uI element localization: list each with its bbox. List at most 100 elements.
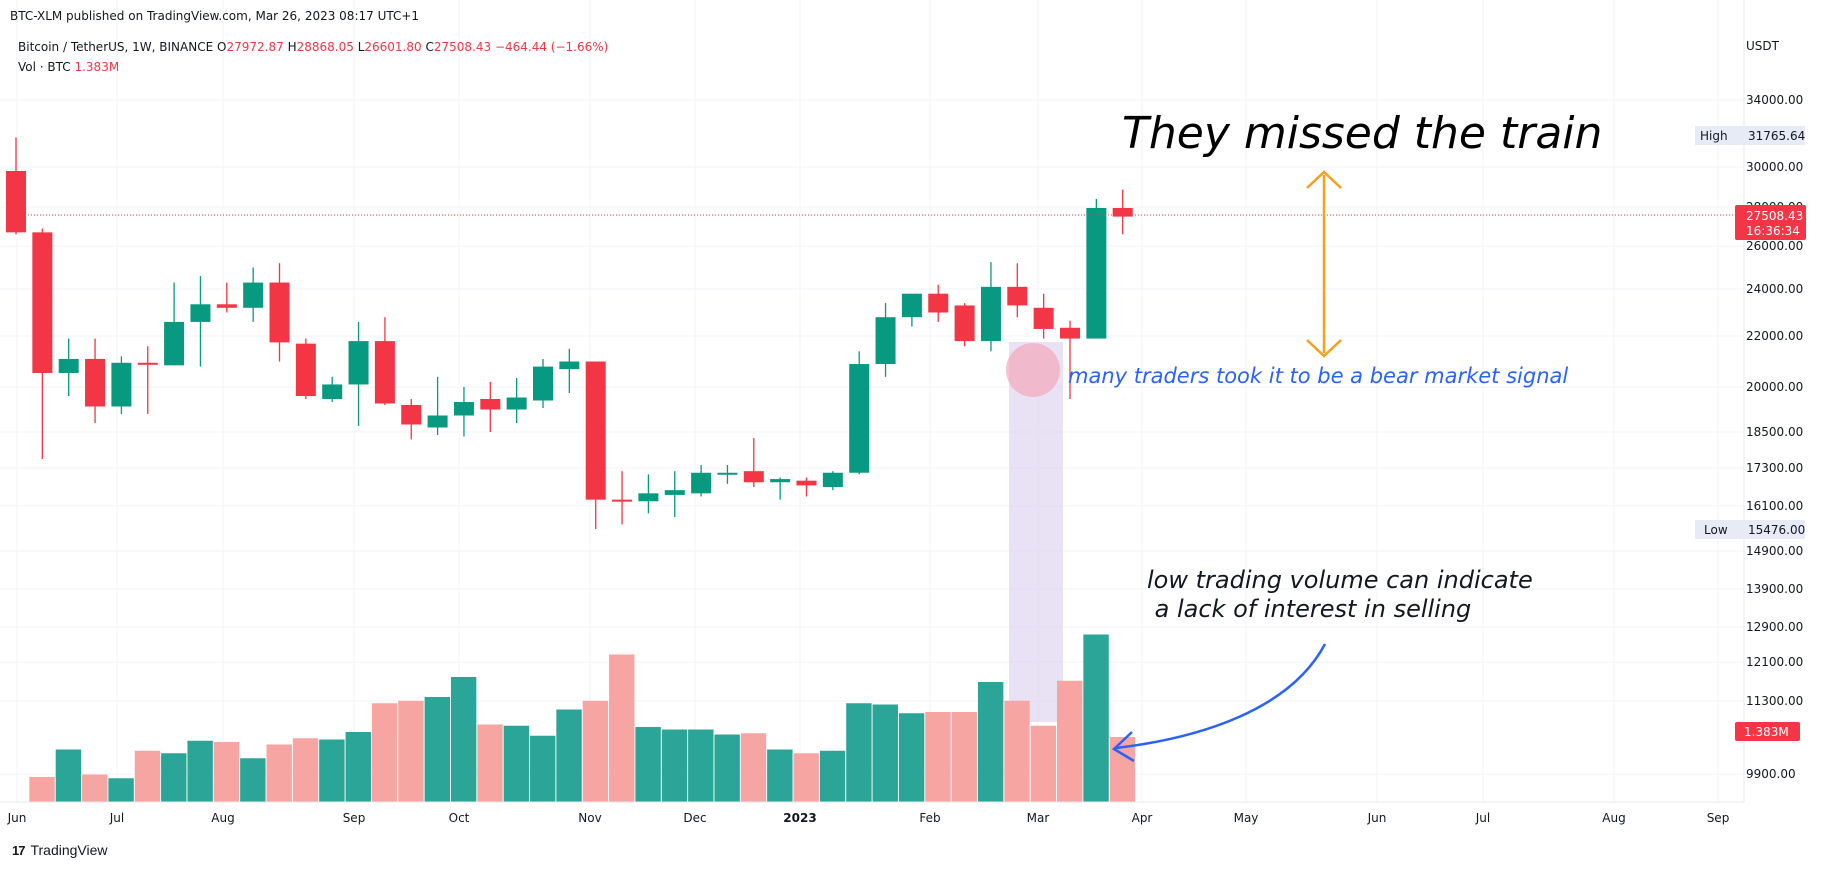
candle-body [1112, 207, 1133, 217]
y-tick-label: 24000.00 [1746, 282, 1803, 296]
y-tick-label: 18500.00 [1746, 425, 1803, 439]
y-tick-label: 17300.00 [1746, 461, 1803, 475]
candle-body [85, 358, 106, 407]
candle-body [164, 321, 185, 366]
volume-bar [688, 729, 714, 802]
y-tick-label: 9900.00 [1746, 767, 1796, 781]
x-tick-label: Dec [683, 811, 706, 825]
candle-body [770, 479, 791, 483]
candle-body [717, 472, 738, 475]
low-value: 15476.00 [1748, 523, 1805, 537]
candle-body [453, 402, 474, 416]
volume-bar [503, 725, 530, 802]
volume-bar [898, 713, 925, 802]
currency-label: USDT [1746, 39, 1780, 53]
low-value-legend: 26601.80 [364, 40, 422, 54]
candle-body [58, 358, 79, 373]
candle-body [638, 493, 659, 502]
high-value: 31765.64 [1748, 129, 1805, 143]
candle-body [6, 171, 26, 233]
volume-bar [240, 758, 266, 802]
low-label-legend: L [357, 40, 365, 54]
last-price-value: 27508.43 [1746, 209, 1803, 223]
y-tick-label: 14900.00 [1746, 544, 1803, 558]
tradingview-logo-mark: 17 [12, 842, 26, 858]
low-label: Low [1704, 523, 1728, 537]
volume-bar [609, 654, 635, 802]
volume-bar [292, 738, 319, 802]
volume-bar [767, 749, 793, 802]
candle-body [190, 304, 211, 322]
volume-bar [977, 682, 1004, 802]
open-value: 27972.87 [226, 40, 284, 54]
x-tick-label: Nov [578, 811, 601, 825]
x-tick-label: Jul [109, 811, 124, 825]
volume-legend[interactable]: Vol · BTC 1.383M [18, 60, 119, 74]
candle-body [137, 362, 158, 365]
volume-bar [134, 750, 161, 802]
annotation-shapes [1009, 342, 1063, 722]
volume-bars [29, 634, 1136, 802]
volume-bar [951, 712, 977, 802]
highlight-band [1009, 342, 1063, 722]
low-marker: Low 15476.00 [1695, 520, 1805, 539]
volume-tag-value: 1.383M [1744, 725, 1789, 739]
symbol-name: Bitcoin / TetherUS, 1W, BINANCE [18, 40, 214, 54]
volume-bar [477, 724, 503, 802]
volume-bar [635, 727, 661, 802]
x-tick-label: Apr [1132, 811, 1153, 825]
y-tick-label: 26000.00 [1746, 239, 1803, 253]
x-tick-label: Feb [919, 811, 940, 825]
candle-body [322, 384, 343, 399]
volume-bar [925, 712, 951, 802]
tradingview-logo-text: TradingView [30, 842, 108, 858]
candle-body [295, 343, 316, 396]
tradingview-logo[interactable]: 17 TradingView [12, 842, 108, 858]
high-marker: High 31765.64 [1695, 126, 1805, 145]
candle-body [111, 362, 132, 407]
volume-bar [82, 774, 108, 802]
volume-bar [1030, 725, 1057, 802]
candle-body [612, 499, 633, 502]
candle-body [1007, 286, 1028, 306]
countdown: 16:36:34 [1746, 224, 1800, 238]
x-tick-label: Oct [449, 811, 470, 825]
x-tick-label: May [1234, 811, 1259, 825]
volume-bar [371, 703, 398, 802]
candlesticks [6, 137, 1133, 529]
candle-body [1060, 327, 1080, 339]
x-tick-label: Sep [1707, 811, 1730, 825]
candle-body [374, 341, 395, 404]
x-axis: Jun Jul Aug Sep Oct Nov Dec 2023 Feb Mar Apr May Jun… [0, 801, 1744, 825]
highlight-circle [1006, 343, 1060, 397]
y-tick-label: 13900.00 [1746, 582, 1803, 596]
high-label-legend: H [287, 40, 297, 54]
annotation-volume-note: low trading volume can indicate a lack o… [1147, 566, 1533, 624]
symbol-legend[interactable]: Bitcoin / TetherUS, 1W, BINANCE O27972.8… [18, 40, 608, 54]
candle-body [216, 304, 237, 308]
y-tick-label: 12900.00 [1746, 620, 1803, 634]
annotation-title: They missed the train [1122, 108, 1603, 159]
volume-bar [424, 697, 450, 802]
y-tick-label: 30000.00 [1746, 160, 1803, 174]
y-tick-label: 20000.00 [1746, 380, 1803, 394]
x-tick-label: Jun [1367, 811, 1387, 825]
annotation-volume-note-line1: low trading volume can indicate [1147, 566, 1533, 594]
volume-tag: 1.383M [1735, 722, 1800, 741]
candle-body [691, 472, 712, 494]
y-tick-label: 34000.00 [1746, 93, 1803, 107]
candle-body [585, 361, 606, 500]
change-value: −464.44 (−1.66%) [494, 40, 609, 54]
x-tick-label: Aug [211, 811, 234, 825]
volume-bar [319, 739, 345, 802]
volume-bar [55, 749, 82, 802]
candle-body [1033, 307, 1054, 329]
annotation-volume-note-line2: a lack of interest in selling [1147, 595, 1472, 623]
volume-bar [530, 735, 556, 802]
published-line: BTC-XLM published on TradingView.com, Ma… [10, 9, 420, 23]
y-tick-label: 11300.00 [1746, 694, 1803, 708]
candle-body [32, 232, 53, 373]
curved-arrow [1111, 643, 1327, 763]
close-value: 27508.43 [433, 40, 492, 54]
